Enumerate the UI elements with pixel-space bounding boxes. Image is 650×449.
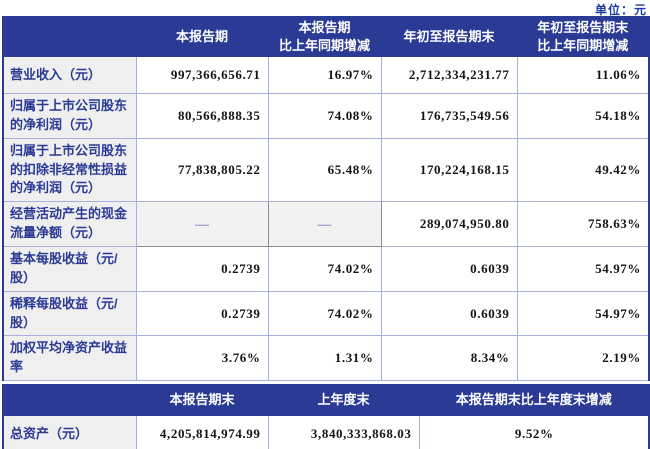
cell-value: 0.6039 xyxy=(380,290,518,337)
key-financials-table: 本报告期 本报告期 比上年同期增减 年初至报告期末 年初至报告期末 比上年同期增… xyxy=(2,15,650,382)
table-header-row: 本报告期 本报告期 比上年同期增减 年初至报告期末 年初至报告期末 比上年同期增… xyxy=(2,15,650,58)
cell-value: 77,838,805.22 xyxy=(135,137,269,203)
cell-value: 54.97% xyxy=(516,246,650,292)
row-label: 归属于上市公司股东的净利润（元） xyxy=(2,93,137,139)
cell-value: 3.76% xyxy=(135,335,269,382)
cell-value: 1.31% xyxy=(267,335,382,382)
header-blank-cell xyxy=(2,384,137,417)
cell-value: 2.19% xyxy=(516,335,650,382)
row-label: 基本每股收益（元/股） xyxy=(2,246,137,292)
cell-value: 997,366,656.71 xyxy=(135,56,269,95)
cell-value: 289,074,950.80 xyxy=(380,201,518,247)
header-current-period: 本报告期 xyxy=(135,15,269,58)
cell-value: 0.2739 xyxy=(135,246,269,292)
cell-value: 74.02% xyxy=(267,246,382,292)
row-label: 稀释每股收益（元/股） xyxy=(2,290,137,337)
cell-value: 2,712,334,231.77 xyxy=(380,56,518,95)
cell-not-applicable: — xyxy=(135,201,269,247)
row-label: 归属于上市公司股东的扣除非经常性损益的净利润（元） xyxy=(2,137,137,203)
balance-sheet-summary-table: 本报告期末 上年度末 本报告期末比上年度末增减 总资产（元） 4,205,814… xyxy=(2,384,650,449)
table-header-row: 本报告期末 上年度末 本报告期末比上年度末增减 xyxy=(2,384,650,417)
cell-value: 3,840,333,868.03 xyxy=(267,415,420,449)
row-label: 总资产（元） xyxy=(2,415,137,449)
cell-value: 0.6039 xyxy=(380,246,518,292)
cell-value: 8.34% xyxy=(380,335,518,382)
cell-value: 49.42% xyxy=(516,137,650,203)
table-row-basic-eps: 基本每股收益（元/股） 0.2739 74.02% 0.6039 54.97% xyxy=(2,246,650,292)
cell-value: 74.08% xyxy=(267,93,382,139)
table-row-diluted-eps: 稀释每股收益（元/股） 0.2739 74.02% 0.6039 54.97% xyxy=(2,290,650,337)
cell-value: 11.06% xyxy=(516,56,650,95)
header-period-end-change: 本报告期末比上年度末增减 xyxy=(418,384,650,417)
row-label: 加权平均净资产收益率 xyxy=(2,335,137,382)
cell-value: 65.48% xyxy=(267,137,382,203)
cell-value: 9.52% xyxy=(418,415,650,449)
cell-value: 54.18% xyxy=(516,93,650,139)
table-row-revenue: 营业收入（元） 997,366,656.71 16.97% 2,712,334,… xyxy=(2,56,650,95)
header-ytd-change: 年初至报告期末 比上年同期增减 xyxy=(516,15,650,58)
header-period-end: 本报告期末 xyxy=(135,384,269,417)
header-prior-year-end: 上年度末 xyxy=(267,384,420,417)
cell-value: 170,224,168.15 xyxy=(380,137,518,203)
cell-value: 0.2739 xyxy=(135,290,269,337)
cell-value: 16.97% xyxy=(267,56,382,95)
unit-label: 单位：元 xyxy=(594,3,647,17)
cell-value: 54.97% xyxy=(516,290,650,337)
header-blank-cell xyxy=(2,15,137,58)
header-ytd: 年初至报告期末 xyxy=(380,15,518,58)
cell-not-applicable: — xyxy=(267,201,382,247)
header-current-period-change: 本报告期 比上年同期增减 xyxy=(267,15,382,58)
cell-value: 758.63% xyxy=(516,201,650,247)
table-row-net-profit: 归属于上市公司股东的净利润（元） 80,566,888.35 74.08% 17… xyxy=(2,93,650,139)
cell-value: 80,566,888.35 xyxy=(135,93,269,139)
table-row-total-assets: 总资产（元） 4,205,814,974.99 3,840,333,868.03… xyxy=(2,415,650,449)
row-label: 营业收入（元） xyxy=(2,56,137,95)
cell-value: 176,735,549.56 xyxy=(380,93,518,139)
row-label: 经营活动产生的现金流量净额（元） xyxy=(2,201,137,247)
table-row-weighted-avg-roe: 加权平均净资产收益率 3.76% 1.31% 8.34% 2.19% xyxy=(2,335,650,382)
cell-value: 4,205,814,974.99 xyxy=(135,415,269,449)
table-row-operating-cash-flow: 经营活动产生的现金流量净额（元） — — 289,074,950.80 758.… xyxy=(2,201,650,247)
cell-value: 74.02% xyxy=(267,290,382,337)
table-row-net-profit-excl-nonrecurring: 归属于上市公司股东的扣除非经常性损益的净利润（元） 77,838,805.22 … xyxy=(2,137,650,203)
